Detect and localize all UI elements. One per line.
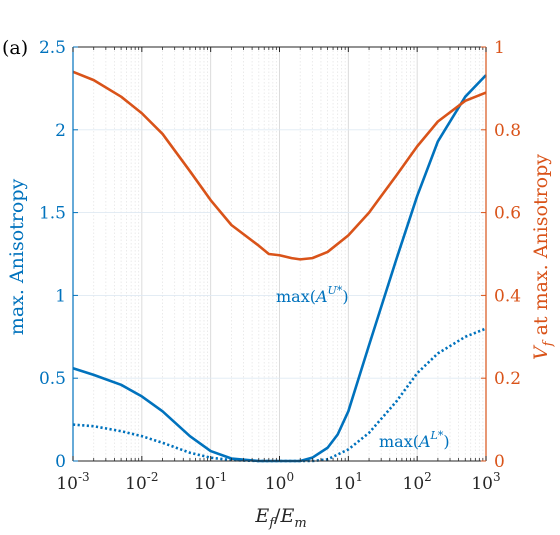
x-tick-exponent: -1 [216, 470, 228, 484]
series-line-vf [72, 70, 487, 261]
x-tick-exponent: 1 [355, 470, 363, 484]
x-tick-exponent: 0 [287, 470, 295, 484]
xlabel-den: E [279, 505, 294, 527]
x-tick-exponent: -3 [78, 470, 90, 484]
ann-lower-fn: max( [379, 432, 419, 451]
x-tick-base: 10 [403, 474, 425, 494]
ylabel-right-sub: f [541, 339, 556, 347]
x-tick-base: 10 [194, 474, 216, 494]
y-left-tick-label: 2 [55, 121, 66, 141]
x-tick-exponent: 2 [424, 470, 432, 484]
ylabel-right-v: V [530, 344, 552, 360]
x-tick-label: 10-1 [194, 470, 227, 494]
panel-label: (a) [2, 37, 28, 59]
x-tick-label: 102 [403, 470, 432, 494]
x-tick-label: 103 [471, 470, 500, 494]
x-axis-label: Ef/Em [254, 505, 306, 531]
y-right-tick-label: 0.2 [494, 369, 521, 389]
xlabel-num: E [254, 505, 269, 527]
ann-upper-fn: max( [276, 287, 316, 306]
y-right-tick-label: 1 [494, 38, 505, 58]
y-right-tick-label: 0.6 [494, 204, 521, 224]
y-right-tick-label: 0.8 [494, 121, 521, 141]
ylabel-right-rest: at max. Anisotropy [530, 154, 552, 342]
y-axis-label-right: Vf at max. Anisotropy [530, 154, 556, 360]
ann-upper-close: ) [342, 287, 348, 306]
ann-lower-sym: A [417, 432, 431, 451]
y-axis-label-left: max. Anisotropy [6, 179, 28, 336]
x-tick-label: 10-2 [125, 470, 158, 494]
xlabel-num-sub: f [268, 516, 276, 531]
y-left-tick-label: 1 [55, 286, 66, 306]
x-tick-label: 101 [334, 470, 363, 494]
y-left-tick-label: 0.5 [39, 369, 66, 389]
y-right-tick-label: 0.4 [494, 286, 521, 306]
y-left-tick-label: 2.5 [39, 38, 66, 58]
annotation-max-a-lower: max(AL*) [379, 429, 450, 451]
x-tick-label: 10-3 [56, 470, 89, 494]
x-tick-base: 10 [125, 474, 147, 494]
annotation-max-a-upper: max(AU*) [276, 284, 349, 306]
ann-lower-sup: L* [430, 429, 444, 442]
x-tick-base: 10 [56, 474, 78, 494]
x-tick-base: 10 [265, 474, 287, 494]
x-tick-base: 10 [471, 474, 493, 494]
y-left-tick-label: 1.5 [39, 204, 66, 224]
x-tick-label: 100 [265, 470, 294, 494]
y-right-tick-label: 0 [494, 452, 505, 472]
xlabel-den-sub: m [294, 516, 306, 531]
x-tick-exponent: 3 [493, 470, 501, 484]
ann-upper-sup: U* [328, 284, 343, 297]
ann-upper-sym: A [314, 287, 328, 306]
y-left-tick-label: 0 [55, 452, 66, 472]
ticks: 10-3 10-2 10-1 100 101 102 10300.511.522.500.2… [39, 38, 521, 494]
x-tick-exponent: -2 [147, 470, 159, 484]
ann-lower-close: ) [443, 432, 449, 451]
x-tick-base: 10 [334, 474, 356, 494]
